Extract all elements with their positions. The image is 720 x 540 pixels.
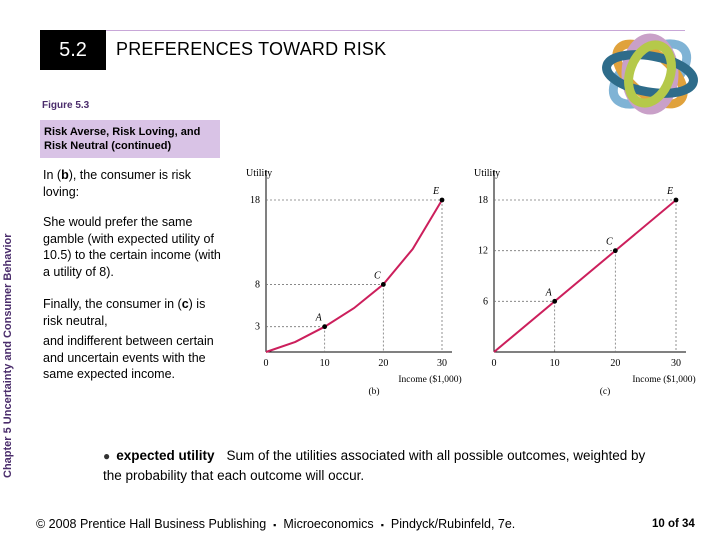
separator-dot-icon: ▪ (273, 519, 277, 530)
x-tick-label: 10 (320, 358, 330, 369)
paragraph-gamble-preference: She would prefer the same gamble (with e… (43, 215, 221, 279)
section-number: 5.2 (40, 30, 106, 70)
header-rule (40, 30, 685, 31)
paragraph-risk-neutral: Finally, the consumer in (c) is risk neu… (43, 297, 214, 381)
panel-label: (b) (368, 386, 379, 397)
definition-term: expected utility (116, 448, 215, 463)
x-axis-label: Income ($1,000) (398, 374, 461, 385)
y-tick-label: 3 (255, 322, 260, 333)
footer-book: Microeconomics (283, 517, 374, 531)
x-tick-label: 20 (610, 358, 620, 369)
point-c (380, 282, 386, 287)
point-e (439, 197, 445, 203)
point-c (612, 248, 618, 254)
utility-curve (493, 199, 677, 353)
y-tick-label: 8 (255, 279, 260, 290)
point-label: C (374, 270, 381, 281)
x-tick-label: 0 (492, 358, 497, 369)
definition-text: Sum of the utilities associated with all… (103, 448, 646, 483)
page-number: 10 of 34 (652, 518, 695, 530)
paragraph-risk-loving: In (b), the consumer is risk loving: (43, 168, 191, 199)
chart-risk-loving: Utility 0 10 20 30 3 8 18 Income ($1,000) (b) A C E (246, 168, 462, 397)
y-axis-label: Utility (246, 168, 272, 179)
footer: © 2008 Prentice Hall Business Publishing… (36, 517, 515, 531)
point-label: A (315, 313, 323, 324)
point-e (673, 197, 679, 203)
rings-logo-icon (602, 33, 698, 115)
footer-authors: Pindyck/Rubinfeld, 7e. (390, 517, 516, 531)
y-tick-label: 18 (478, 195, 488, 206)
point-a (552, 298, 558, 304)
point-label: A (545, 287, 553, 298)
point-label: E (432, 186, 439, 197)
chart-risk-neutral: Utility 0 10 20 30 6 12 18 Income ($1,000) (c) A C E (474, 168, 696, 397)
x-axis-label: Income ($1,000) (632, 374, 695, 385)
section-title: PREFERENCES TOWARD RISK (116, 39, 387, 59)
panel-label: (c) (600, 386, 611, 397)
x-tick-label: 0 (264, 358, 269, 369)
figure-caption: Risk Averse, Risk Loving, and Risk Neutr… (40, 120, 220, 158)
definition-expected-utility: ● expected utility Sum of the utilities as… (103, 446, 663, 485)
figure-label: Figure 5.3 (42, 100, 90, 111)
bullet-icon: ● (103, 449, 111, 463)
point-a (322, 324, 328, 330)
separator-dot-icon: ▪ (380, 519, 384, 530)
x-tick-label: 30 (437, 358, 447, 369)
y-tick-label: 6 (483, 296, 488, 307)
point-label: E (666, 186, 673, 197)
y-axis-label: Utility (474, 168, 500, 179)
x-tick-label: 30 (671, 358, 681, 369)
point-label: C (606, 237, 613, 248)
chapter-side-title: Chapter 5 Uncertainty and Consumer Behav… (2, 233, 14, 478)
x-tick-label: 10 (550, 358, 560, 369)
y-tick-label: 12 (478, 246, 488, 257)
y-tick-label: 18 (250, 195, 260, 206)
footer-copyright: © 2008 Prentice Hall Business Publishing (36, 517, 267, 531)
utility-curve (265, 199, 443, 353)
x-tick-label: 20 (378, 358, 388, 369)
